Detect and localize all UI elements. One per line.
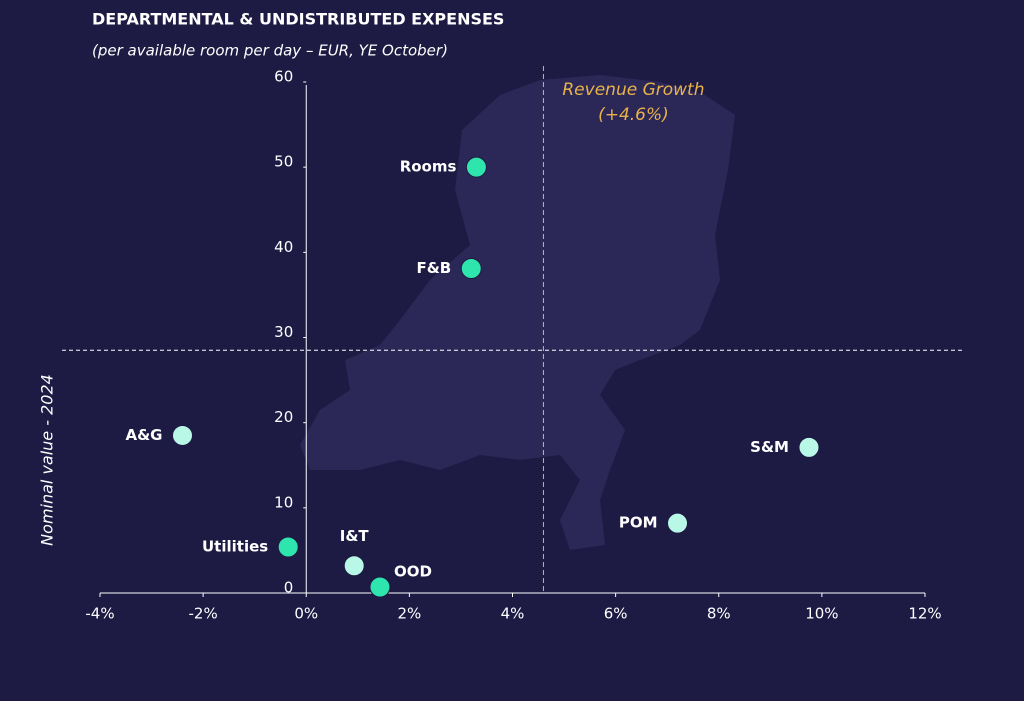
x-tick-label: -2% — [189, 605, 218, 623]
x-tick-label: 4% — [501, 605, 525, 623]
y-tick-label: 10 — [274, 493, 293, 511]
chart-subtitle: (per available room per day – EUR, YE Oc… — [92, 42, 448, 60]
y-tick-label: 20 — [274, 408, 293, 426]
point-label: F&B — [416, 259, 451, 277]
y-tick-label: 60 — [274, 68, 293, 86]
data-point — [460, 258, 482, 280]
point-label: A&G — [125, 426, 162, 444]
revenue-growth-value: (+4.6%) — [598, 105, 669, 125]
revenue-growth-label: Revenue Growth — [562, 80, 704, 100]
data-point — [343, 555, 365, 577]
point-label: Rooms — [400, 158, 457, 176]
data-point — [465, 156, 487, 178]
data-point — [798, 436, 820, 458]
x-tick-label: -4% — [85, 605, 114, 623]
y-tick-label: 50 — [274, 153, 293, 171]
x-tick-label: 0% — [294, 605, 318, 623]
data-point — [667, 512, 688, 534]
data-point — [172, 424, 193, 446]
x-tick-label: 2% — [397, 605, 421, 623]
y-tick-label: 40 — [274, 238, 293, 256]
chart-title: DEPARTMENTAL & UNDISTRIBUTED EXPENSES — [92, 10, 504, 29]
point-label: OOD — [394, 563, 432, 581]
point-label: POM — [619, 514, 658, 532]
x-tick-label: 6% — [604, 605, 628, 623]
data-point — [277, 536, 299, 558]
y-tick-label: 0 — [284, 579, 294, 597]
map-background — [300, 75, 735, 550]
point-label: I&T — [340, 527, 370, 545]
point-label: Utilities — [202, 538, 268, 556]
x-tick-label: 8% — [707, 605, 731, 623]
x-tick-label: 10% — [805, 605, 838, 623]
y-tick-label: 30 — [274, 323, 293, 341]
x-tick-label: 12% — [908, 605, 941, 623]
data-point — [369, 576, 391, 598]
point-label: S&M — [750, 438, 789, 456]
y-axis-label: Nominal value - 2024 — [38, 374, 57, 546]
